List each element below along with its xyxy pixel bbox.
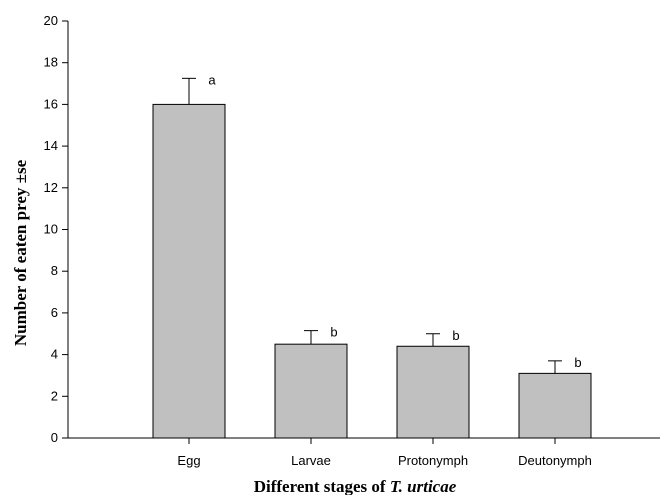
bars-group (152, 103, 592, 439)
significance-letter-protonymph: b (452, 328, 459, 343)
x-tick-label-larvae: Larvae (291, 453, 331, 468)
y-tick-label: 18 (44, 55, 58, 70)
y-tick-label: 12 (44, 180, 58, 195)
x-axis-title-species: T. urticae (390, 477, 457, 495)
y-tick-label: 2 (51, 388, 58, 403)
y-tick-label: 20 (44, 13, 58, 28)
significance-letter-larvae: b (330, 325, 337, 340)
y-tick-label: 14 (44, 138, 58, 153)
bar-larvae (274, 343, 348, 439)
y-tick-label: 4 (51, 347, 58, 362)
error-bars-group (182, 77, 562, 374)
y-tick-label: 10 (44, 222, 58, 237)
x-axis: Egg Larvae Protonymph Deutonymph (68, 437, 660, 468)
x-axis-title-prefix: Different stages of (254, 477, 390, 495)
y-tick-label: 16 (44, 96, 58, 111)
x-tick-label-deutonymph: Deutonymph (518, 453, 592, 468)
x-axis-title: Different stages of T. urticae (254, 477, 457, 495)
x-tick-label-protonymph: Protonymph (398, 453, 468, 468)
y-tick-label: 8 (51, 263, 58, 278)
significance-letter-deutonymph: b (574, 355, 581, 370)
x-tick-label-egg: Egg (177, 453, 200, 468)
y-axis-title: Number of eaten prey ±se (11, 159, 30, 346)
y-axis: 0 2 4 6 8 10 12 14 16 18 20 (44, 13, 69, 445)
bar-protonymph (396, 345, 470, 439)
y-tick-label: 0 (51, 430, 58, 445)
y-tick-label: 6 (51, 305, 58, 320)
bar-deutonymph (518, 372, 592, 439)
significance-letter-egg: a (208, 72, 216, 87)
bar-egg (152, 103, 226, 439)
significance-letters-group: a b b b (208, 72, 581, 370)
